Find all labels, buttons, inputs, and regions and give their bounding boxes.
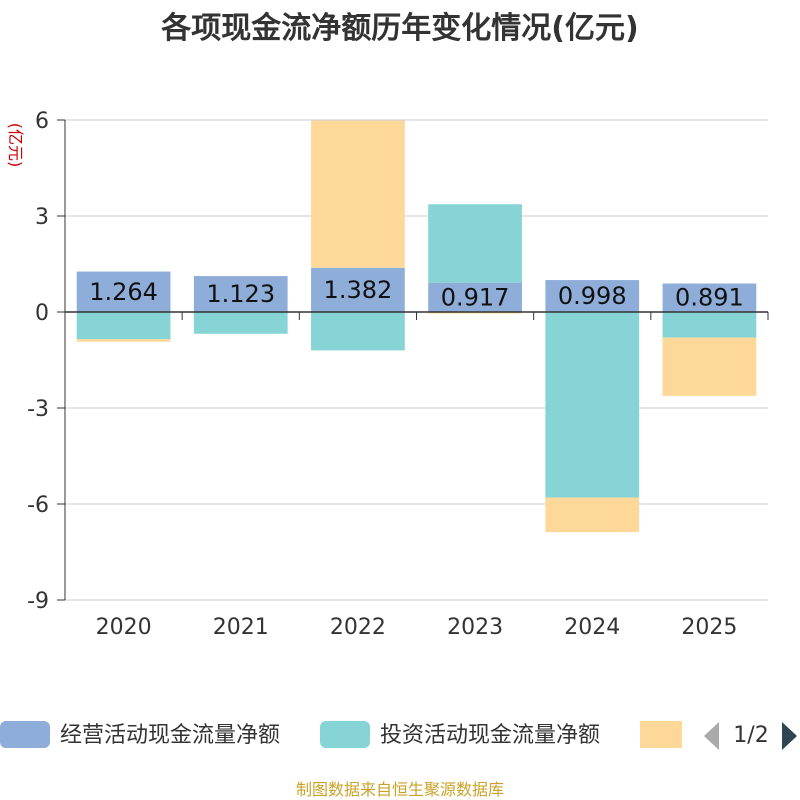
x-tick-label: 2023	[447, 615, 503, 640]
legend-page-indicator: 1/2	[733, 723, 768, 748]
bar-2020-series-2[interactable]	[76, 339, 171, 342]
y-tick-label: 3	[35, 205, 49, 230]
chart-title: 各项现金流净额历年变化情况(亿元)	[160, 11, 638, 46]
bar-2022-series-0[interactable]	[311, 267, 405, 312]
x-tick-label: 2021	[213, 615, 269, 640]
y-tick-label: 0	[35, 301, 49, 326]
legend-swatch-operating[interactable]	[0, 721, 50, 748]
bar-2023-series-0[interactable]	[428, 282, 522, 312]
data-label-2023: 0.917	[441, 283, 510, 311]
x-tick-label: 2022	[330, 615, 386, 640]
bar-2023-series-1[interactable]	[428, 204, 522, 283]
data-labels: 1.264 1.123 1.382 0.917 0.998 0.891	[89, 276, 744, 312]
y-axis-unit: (亿元)	[6, 123, 25, 168]
bar-2020-series-1[interactable]	[76, 312, 171, 340]
data-label-2021: 1.123	[206, 280, 275, 308]
bar-2021-series-0[interactable]	[193, 276, 288, 312]
x-tick-label: 2024	[564, 615, 620, 640]
bar-2025-series-1[interactable]	[662, 312, 757, 338]
legend: 经营活动现金流量净额 投资活动现金流量净额 1/2	[0, 721, 797, 750]
bar-2022-series-2[interactable]	[311, 120, 405, 268]
data-label-2022: 1.382	[324, 276, 393, 304]
bar-2020-series-0[interactable]	[76, 271, 171, 312]
data-label-2020: 1.264	[89, 278, 158, 306]
bar-2025-series-0[interactable]	[662, 283, 757, 312]
bar-2022-series-1[interactable]	[311, 312, 405, 351]
legend-swatch-investing[interactable]	[320, 721, 370, 748]
bar-2025-series-2[interactable]	[662, 337, 757, 396]
legend-label-investing[interactable]: 投资活动现金流量净额	[380, 723, 600, 748]
bar-2024-series-0[interactable]	[545, 280, 640, 312]
bar-2021-series-1[interactable]	[193, 312, 288, 334]
y-tick-label: -9	[27, 589, 49, 614]
x-tick-label: 2020	[96, 615, 152, 640]
y-tick-label: 6	[35, 109, 49, 134]
legend-next-page-icon[interactable]	[782, 722, 797, 750]
bars	[76, 120, 757, 533]
x-tick-label: 2025	[681, 615, 737, 640]
data-label-2024: 0.998	[558, 282, 627, 310]
legend-prev-page-icon[interactable]	[704, 722, 719, 750]
legend-label-operating[interactable]: 经营活动现金流量净额	[60, 723, 280, 748]
axes: 6 3 0 -3 -6 -9 2020 2021 2022 2023 2024 2025	[27, 109, 769, 640]
grid-lines	[65, 119, 768, 601]
y-tick-label: -3	[27, 397, 49, 422]
bar-2024-series-2[interactable]	[545, 497, 640, 533]
legend-swatch-financing[interactable]	[640, 721, 682, 748]
data-label-2025: 0.891	[675, 284, 744, 312]
source-note: 制图数据来自恒生聚源数据库	[296, 780, 504, 799]
y-tick-label: -6	[27, 493, 49, 518]
bar-2023-series-2[interactable]	[428, 312, 522, 314]
bar-2024-series-1[interactable]	[545, 312, 640, 498]
